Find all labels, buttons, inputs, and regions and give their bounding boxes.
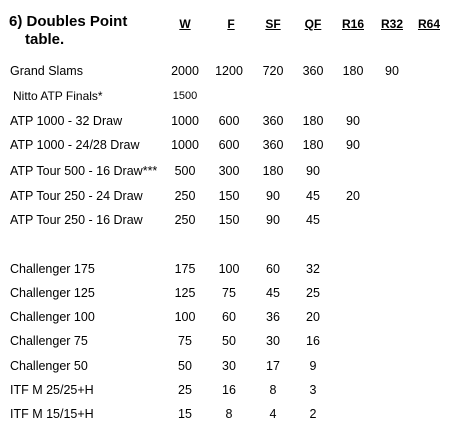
table-cell-sf: 720 [262, 64, 284, 78]
table-cell-r16: 180 [342, 64, 364, 78]
table-cell-f: 16 [222, 383, 236, 397]
table-cell-w: 15 [178, 407, 192, 421]
table-cell-w: 75 [178, 334, 192, 348]
table-cell-f: 600 [218, 138, 240, 152]
table-cell-w: 1000 [171, 138, 199, 152]
table-cell-sf: 360 [262, 138, 284, 152]
row-label: Nitto ATP Finals* [13, 89, 103, 103]
table-row: ATP 1000 - 24/28 Draw 1000 600 360 180 90 [0, 136, 450, 154]
table-cell-f: 30 [222, 359, 236, 373]
table-cell-qf: 20 [306, 310, 320, 324]
table-cell-qf: 25 [306, 286, 320, 300]
table-cell-sf: 4 [269, 407, 277, 421]
table-cell-w: 1000 [171, 114, 199, 128]
row-label: Challenger 175 [10, 262, 95, 276]
table-cell-qf: 2 [309, 407, 317, 421]
header-r16: R16 [341, 17, 364, 31]
table-cell-sf: 360 [262, 114, 284, 128]
table-row: Challenger 100 100 60 36 20 [0, 308, 450, 326]
table-cell-f: 75 [222, 286, 236, 300]
table-row: ATP 1000 - 32 Draw 1000 600 360 180 90 [0, 112, 450, 130]
table-cell-w: 1500 [172, 90, 198, 102]
table-cell-r32: 90 [385, 64, 399, 78]
table-row: Challenger 175 175 100 60 32 [0, 260, 450, 278]
table-row: Grand Slams 2000 1200 720 360 180 90 [0, 62, 450, 80]
table-cell-f: 150 [218, 213, 240, 227]
table-cell-w: 2000 [171, 64, 199, 78]
table-cell-r16: 20 [346, 189, 360, 203]
table-cell-sf: 8 [269, 383, 277, 397]
title-line-2: table. [25, 31, 65, 48]
table-cell-sf: 90 [266, 189, 280, 203]
row-label: Challenger 125 [10, 286, 95, 300]
table-cell-f: 60 [222, 310, 236, 324]
table-cell-r16: 90 [346, 114, 360, 128]
header-f: F [227, 17, 235, 31]
table-cell-r16: 90 [346, 138, 360, 152]
table-cell-qf: 45 [306, 189, 320, 203]
table-row: Challenger 50 50 30 17 9 [0, 357, 450, 375]
table-cell-qf: 45 [306, 213, 320, 227]
table-cell-f: 150 [218, 189, 240, 203]
table-cell-qf: 90 [306, 164, 320, 178]
table-cell-sf: 30 [266, 334, 280, 348]
table-row: ATP Tour 250 - 16 Draw 250 150 90 45 [0, 211, 450, 229]
table-cell-w: 175 [174, 262, 196, 276]
table-row: Nitto ATP Finals* 1500 [0, 87, 450, 105]
table-cell-qf: 180 [302, 138, 324, 152]
table-cell-f: 1200 [215, 64, 243, 78]
table-cell-sf: 17 [266, 359, 280, 373]
header-w: W [179, 17, 191, 31]
table-cell-w: 250 [174, 189, 196, 203]
header-r64: R64 [417, 17, 440, 31]
table-cell-w: 50 [178, 359, 192, 373]
table-row: ITF M 25/25+H 25 16 8 3 [0, 381, 450, 399]
row-label: ATP Tour 500 - 16 Draw*** [10, 164, 158, 178]
table-cell-w: 500 [174, 164, 196, 178]
table-cell-w: 100 [174, 310, 196, 324]
table-cell-f: 50 [222, 334, 236, 348]
table-cell-sf: 36 [266, 310, 280, 324]
table-title: 6) Doubles Point table. [9, 13, 159, 49]
row-label: Challenger 50 [10, 359, 88, 373]
row-label: ATP Tour 250 - 16 Draw [10, 213, 143, 227]
table-cell-f: 100 [218, 262, 240, 276]
table-cell-w: 25 [178, 383, 192, 397]
row-label: ATP 1000 - 24/28 Draw [10, 138, 140, 152]
table-cell-qf: 3 [309, 383, 317, 397]
table-row: Challenger 75 75 50 30 16 [0, 332, 450, 350]
table-cell-qf: 16 [306, 334, 320, 348]
table-row: Challenger 125 125 75 45 25 [0, 284, 450, 302]
table-cell-sf: 90 [266, 213, 280, 227]
table-cell-w: 250 [174, 213, 196, 227]
table-cell-sf: 60 [266, 262, 280, 276]
table-cell-sf: 180 [262, 164, 284, 178]
title-line-1: 6) Doubles Point [9, 13, 128, 30]
table-cell-w: 125 [174, 286, 196, 300]
table-row: ATP Tour 250 - 24 Draw 250 150 90 45 20 [0, 187, 450, 205]
header-qf: QF [304, 17, 322, 31]
row-label: Challenger 75 [10, 334, 88, 348]
row-label: ITF M 25/25+H [10, 383, 94, 397]
row-label: Grand Slams [10, 64, 83, 78]
header-r32: R32 [380, 17, 403, 31]
row-label: ATP Tour 250 - 24 Draw [10, 189, 143, 203]
header-sf: SF [265, 17, 281, 31]
table-cell-f: 8 [225, 407, 233, 421]
table-cell-f: 300 [218, 164, 240, 178]
row-label: Challenger 100 [10, 310, 95, 324]
table-row: ITF M 15/15+H 15 8 4 2 [0, 405, 450, 423]
table-cell-qf: 9 [309, 359, 317, 373]
table-cell-f: 600 [218, 114, 240, 128]
table-cell-qf: 360 [302, 64, 324, 78]
table-row: ATP Tour 500 - 16 Draw*** 500 300 180 90 [0, 162, 450, 180]
table-cell-qf: 32 [306, 262, 320, 276]
table-cell-qf: 180 [302, 114, 324, 128]
row-label: ITF M 15/15+H [10, 407, 94, 421]
row-label: ATP 1000 - 32 Draw [10, 114, 123, 128]
table-cell-sf: 45 [266, 286, 280, 300]
